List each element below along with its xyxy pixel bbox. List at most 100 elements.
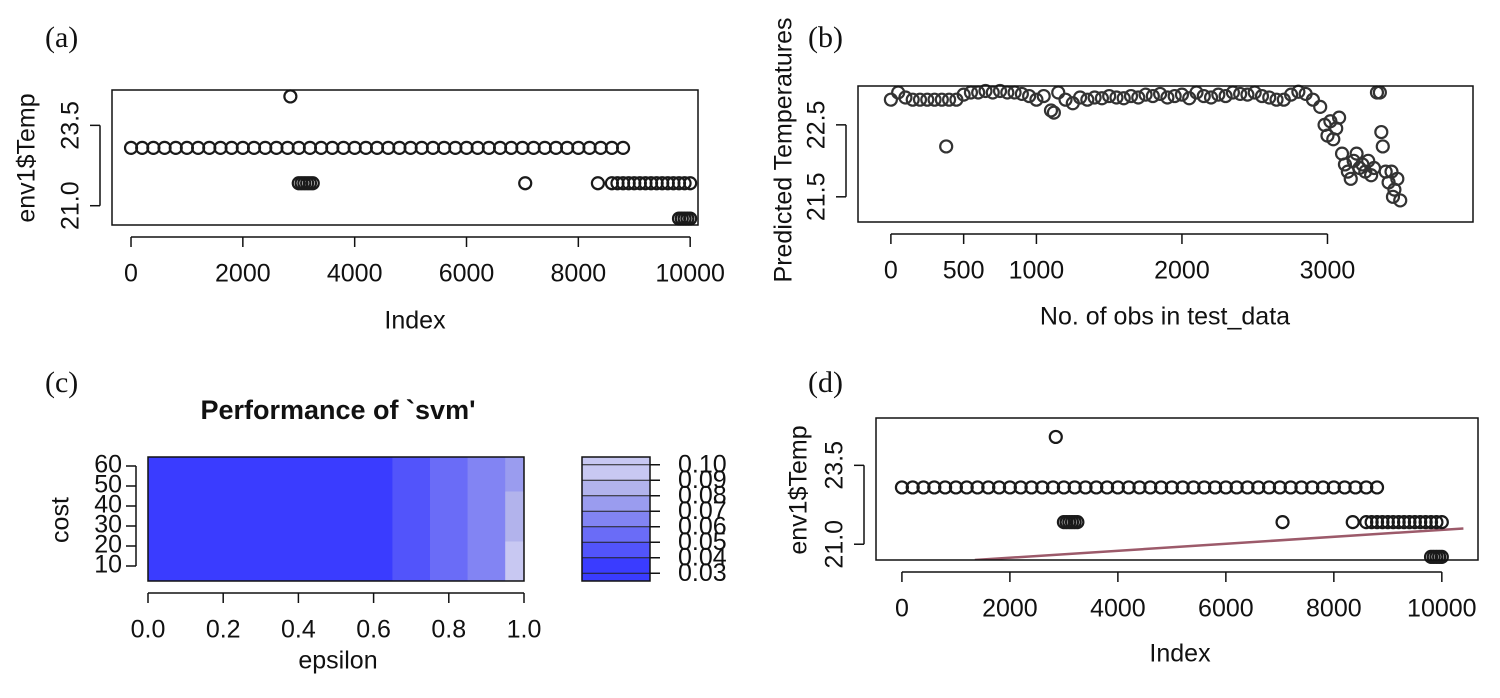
y-tick-label: 23.5 (57, 101, 85, 150)
point (1418, 515, 1433, 530)
cell (204, 541, 243, 581)
colorbar-tick-label: 0.03 (678, 559, 727, 587)
cell (242, 457, 281, 492)
point (1386, 515, 1401, 530)
point (1036, 88, 1051, 104)
point (912, 92, 928, 107)
y-tick-label: 40 (94, 491, 122, 519)
point (1099, 480, 1115, 495)
point (1123, 88, 1139, 104)
point (981, 480, 996, 495)
point (1343, 171, 1358, 186)
point (905, 480, 920, 495)
point (1396, 515, 1412, 530)
point (1131, 90, 1146, 105)
cell (505, 491, 524, 542)
point (1153, 86, 1168, 102)
point (1094, 91, 1110, 106)
colorbar-frame (581, 456, 651, 582)
x-axis-label: No. of obs in test_data (1040, 303, 1290, 331)
point (1035, 480, 1050, 495)
point (1369, 480, 1385, 495)
point (1391, 515, 1406, 530)
point (1048, 429, 1063, 445)
cell (279, 491, 318, 542)
point (898, 90, 913, 105)
x-tick-label: 0.0 (131, 616, 166, 644)
point (934, 92, 949, 107)
point (1374, 124, 1389, 140)
point (916, 480, 931, 495)
y-axis-label: env1$Temp (785, 425, 813, 554)
point (1337, 480, 1352, 495)
point (1385, 189, 1401, 204)
point (1261, 480, 1277, 495)
point (1423, 515, 1439, 530)
point (1109, 90, 1124, 105)
plot-frame (111, 89, 699, 226)
x-tick-label: 1000 (1009, 257, 1065, 285)
point (1393, 193, 1408, 208)
point (883, 92, 898, 107)
point (1349, 146, 1364, 161)
point (1138, 87, 1153, 102)
point (1196, 88, 1211, 104)
cell (467, 457, 506, 492)
point (283, 89, 298, 104)
point (959, 480, 974, 495)
x-tick-label: 500 (943, 257, 985, 285)
cell (467, 541, 506, 581)
x-tick-label: 8000 (551, 260, 607, 288)
chart-title: Performance of `svm' (200, 395, 475, 425)
y-tick-label: 30 (94, 511, 122, 539)
cell (148, 541, 168, 581)
point (1207, 480, 1223, 495)
point (1110, 480, 1125, 495)
plot-frame (147, 456, 525, 582)
point (1056, 480, 1071, 495)
point (894, 480, 910, 495)
cell (505, 457, 524, 492)
plot-frame (857, 85, 1474, 223)
point (1313, 99, 1328, 114)
point (978, 83, 993, 99)
x-tick-label: 4000 (1090, 595, 1146, 623)
cell (279, 457, 318, 492)
x-axis-label: Index (384, 307, 446, 335)
point (1240, 87, 1255, 102)
point (1283, 480, 1298, 495)
point (1218, 88, 1233, 104)
point (1164, 480, 1179, 495)
colorbar-bin (582, 480, 650, 496)
point (1116, 91, 1131, 106)
point (1102, 88, 1117, 104)
point (1251, 480, 1266, 495)
point (1002, 480, 1017, 495)
colorbar-bin (582, 557, 650, 581)
colorbar-tick-label: 0.08 (678, 481, 727, 509)
point (1143, 480, 1158, 495)
cell (148, 457, 168, 492)
point (1067, 480, 1082, 495)
point (1045, 480, 1061, 495)
point (1160, 90, 1175, 105)
point (1305, 480, 1320, 495)
x-tick-label: 4000 (327, 260, 383, 288)
point (1043, 103, 1059, 118)
x-tick-label: 3000 (1300, 257, 1356, 285)
point (1254, 88, 1270, 104)
point (1272, 480, 1287, 495)
colorbar-tick-label: 0.10 (678, 450, 727, 478)
y-tick-label: 23.5 (821, 441, 849, 490)
cell (242, 491, 281, 542)
cell (467, 491, 506, 542)
colorbar-bin (582, 495, 650, 512)
x-tick-label: 2000 (215, 260, 271, 288)
point (991, 480, 1007, 495)
y-axis-label: cost (47, 497, 75, 543)
cell (392, 457, 431, 492)
point (1175, 480, 1190, 495)
point (1058, 92, 1073, 107)
cell (166, 457, 205, 492)
point (1359, 480, 1374, 495)
